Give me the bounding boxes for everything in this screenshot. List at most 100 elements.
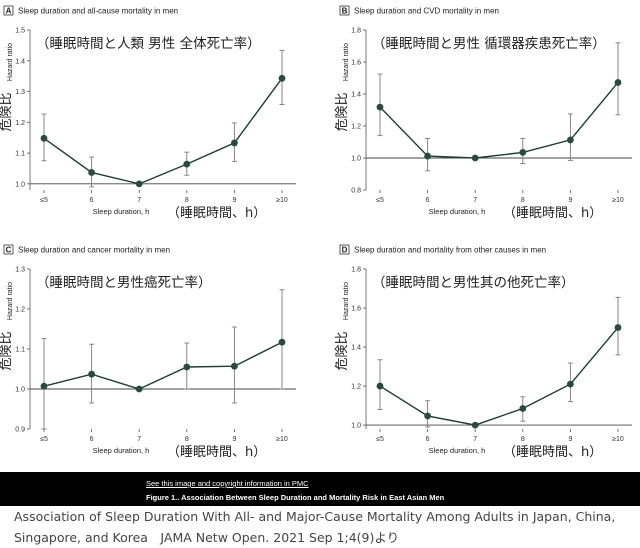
y-axis-label-japanese: 危険比 — [0, 92, 14, 131]
figure-caption: Figure 1.. Association Between Sleep Dur… — [146, 493, 445, 502]
panel-letter: C — [6, 245, 12, 254]
japanese-annotation: （睡眠時間と男性其の他死亡率） — [372, 274, 575, 291]
series-line — [43, 341, 283, 390]
y-tick-label: 1.8 — [351, 267, 361, 274]
x-tick-label: 9 — [232, 436, 236, 443]
y-axis-label: Hazard ratio — [7, 282, 14, 320]
x-tick-label: 7 — [137, 436, 141, 443]
panel-title: Sleep duration and cancer mortality in m… — [18, 246, 170, 255]
data-point — [471, 421, 479, 429]
x-tick-label: 7 — [473, 197, 477, 204]
x-tick-label: 8 — [521, 197, 525, 204]
data-point — [424, 412, 431, 420]
x-axis-label: Sleep duration, h — [429, 207, 486, 216]
x-tick-label: 6 — [426, 436, 430, 443]
data-point — [135, 180, 143, 188]
panel-title: Sleep duration and all-cause mortality i… — [18, 7, 178, 16]
data-point — [424, 152, 431, 160]
x-tick-label: ≥10 — [612, 436, 624, 443]
pmc-copyright-link[interactable]: See this image and copyright information… — [146, 479, 309, 488]
y-tick-label: 1.1 — [15, 151, 25, 158]
x-tick-label: 8 — [185, 197, 189, 204]
x-tick-label: 9 — [232, 197, 236, 204]
x-tick-label: ≥10 — [612, 197, 624, 204]
x-axis-label: Sleep duration, h — [429, 446, 486, 455]
x-tick-label: 9 — [568, 436, 572, 443]
x-axis-label-japanese: （睡眠時間、h） — [503, 445, 602, 460]
x-tick-label: ≤5 — [376, 197, 384, 204]
x-tick-label: 6 — [90, 197, 94, 204]
chart-panel-d: D Sleep duration and mortality from other… — [335, 244, 632, 460]
japanese-annotation: （睡眠時間と人類 男性 全体死亡率） — [36, 35, 261, 52]
y-axis-label: Hazard ratio — [7, 43, 14, 81]
caption-bar: See this image and copyright information… — [0, 472, 640, 506]
y-tick-label: 1.6 — [351, 306, 361, 313]
y-axis-label-japanese: 危険比 — [0, 331, 14, 370]
y-tick-label: 0.8 — [351, 188, 361, 195]
y-tick-label: 1.0 — [15, 387, 25, 394]
x-tick-label: 6 — [426, 197, 430, 204]
japanese-annotation: （睡眠時間と男性 循環器疾患死亡率） — [372, 35, 606, 52]
data-point — [88, 370, 95, 378]
chart-panel-a: A Sleep duration and all-cause mortality … — [0, 5, 296, 221]
x-axis-label-japanese: （睡眠時間、h） — [167, 445, 266, 460]
x-tick-label: ≤5 — [40, 197, 48, 204]
data-point — [231, 362, 238, 370]
y-tick-label: 1.3 — [15, 89, 25, 96]
panel-letter-box — [339, 5, 350, 16]
data-point — [519, 405, 527, 412]
x-axis-label-japanese: （睡眠時間、h） — [503, 206, 602, 221]
y-tick-label: 1.4 — [351, 345, 361, 352]
data-point — [40, 382, 48, 390]
y-tick-label: 1.4 — [15, 58, 25, 65]
x-tick-label: ≤5 — [376, 436, 384, 443]
x-tick-label: 8 — [185, 436, 189, 443]
y-tick-label: 1.0 — [15, 181, 25, 188]
panel-letter: D — [342, 245, 348, 254]
y-axis-label-japanese: 危険比 — [335, 331, 350, 370]
panel-letter: A — [6, 6, 12, 15]
x-tick-label: 9 — [568, 197, 572, 204]
data-point — [519, 149, 527, 156]
data-point — [231, 139, 238, 147]
x-tick-label: 7 — [137, 197, 141, 204]
x-axis-label: Sleep duration, h — [93, 207, 150, 216]
y-tick-label: 1.4 — [351, 92, 361, 99]
y-tick-label: 1.2 — [15, 307, 25, 314]
chart-figure: A Sleep duration and all-cause mortality … — [0, 5, 632, 460]
panel-letter-box — [339, 244, 350, 255]
y-tick-label: 1.8 — [351, 28, 361, 35]
x-tick-label: 6 — [90, 436, 94, 443]
data-point — [183, 160, 191, 168]
y-axis-label-japanese: 危険比 — [335, 92, 350, 131]
y-axis-label: Hazard ratio — [343, 282, 350, 320]
panel-title: Sleep duration and mortality from other … — [354, 246, 546, 255]
japanese-annotation: （睡眠時間と男性癌死亡率） — [36, 274, 212, 291]
y-tick-label: 1.6 — [351, 60, 361, 67]
data-point — [183, 363, 191, 371]
y-axis-label: Hazard ratio — [343, 43, 350, 81]
panel-letter-box — [3, 244, 14, 255]
data-point — [278, 74, 286, 82]
data-point — [135, 385, 143, 393]
y-tick-label: 1.3 — [15, 267, 25, 274]
data-point — [614, 324, 622, 331]
y-tick-label: 1.0 — [351, 423, 361, 430]
x-tick-label: 8 — [521, 436, 525, 443]
data-point — [88, 169, 95, 176]
data-point — [614, 79, 622, 86]
citation-text: Association of Sleep Duration With All- … — [14, 509, 616, 545]
panel-title: Sleep duration and CVD mortality in men — [354, 7, 499, 16]
x-tick-label: 7 — [473, 436, 477, 443]
data-point — [567, 380, 574, 388]
x-tick-label: ≤5 — [40, 436, 48, 443]
data-point — [376, 382, 384, 390]
data-point — [376, 103, 384, 111]
panel-letter: B — [342, 6, 348, 15]
y-tick-label: 1.1 — [15, 347, 25, 354]
series-line — [379, 327, 619, 426]
data-point — [40, 134, 48, 142]
y-tick-label: 1.5 — [15, 28, 25, 35]
chart-panel-c: C Sleep duration and cancer mortality in … — [0, 244, 296, 460]
x-axis-label: Sleep duration, h — [93, 446, 150, 455]
